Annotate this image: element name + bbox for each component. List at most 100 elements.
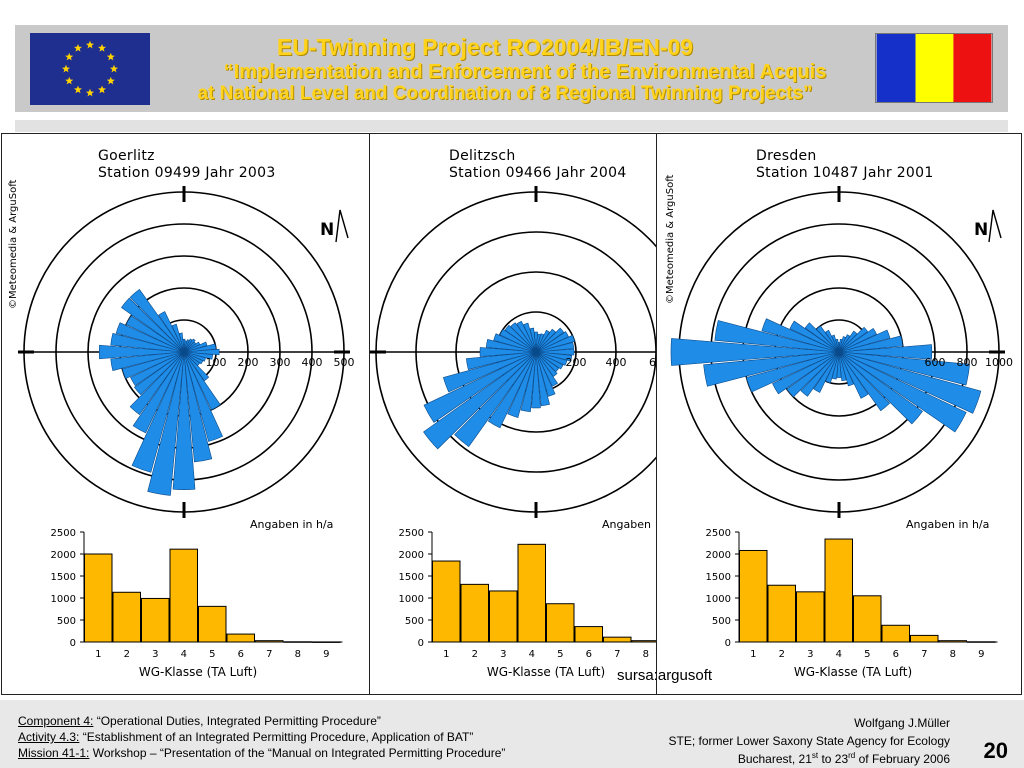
hist-bar [546,603,575,643]
hist-bar [141,597,170,643]
rose-bar [838,335,904,353]
hist-bar [938,640,967,643]
eu-star-icon [86,88,94,97]
footer-affiliation: STE; former Lower Saxony State Agency fo… [668,734,950,748]
rose-bar [132,351,185,434]
rose-bar [507,351,537,418]
eu-star-icon [65,76,74,85]
hist-x-tick-label: 6 [238,649,244,660]
footer-mission: Mission 41-1: Workshop – “Presentation o… [18,746,505,760]
hist-y-tick-label: 1500 [399,572,424,583]
rose-tick-label: 400 [302,356,323,369]
rose-bar [813,351,840,393]
hist-y-tick-label: 2000 [51,550,76,561]
rose-tick-label: 400 [606,356,627,369]
station-name: Goerlitz [98,148,155,164]
rose-bar [121,351,185,379]
rose-bar [535,351,564,370]
panel-delitzsch: Delitzsch Station 09466 Jahr 2004 200 400… [370,134,657,694]
hist-x-axis-label: WG-Klasse (TA Luft) [794,665,912,679]
hist-x-tick-label: 8 [295,649,301,660]
rose-tick-label: 200 [238,356,259,369]
rose-bars [98,288,223,496]
hist-bar [312,641,341,643]
rose-bar [535,351,558,377]
rose-bar [504,324,537,353]
hist-x-tick-label: 6 [893,649,899,660]
rose-tick-label: 600 [925,356,946,369]
hist-x-tick-label: 7 [266,649,272,660]
hist-y-tick-label: 0 [725,638,731,649]
hist-bar [283,641,312,643]
rose-tick-label: 300 [270,356,291,369]
rose-bar [183,338,196,353]
wind-rose-chart: 600 800 1000 [670,186,1013,518]
rose-bar [838,351,970,386]
eu-star-icon [74,44,82,52]
rose-bar [535,342,575,353]
rose-bar [131,351,185,473]
rose-bar [133,351,185,396]
hist-y-tick-label: 1500 [706,572,731,583]
hist-bars [739,538,996,643]
hist-x-tick-label: 4 [836,649,842,660]
hist-y-tick-label: 500 [57,616,76,627]
footer-activity-label: Activity 4.3: [18,730,80,744]
station-info: Station 10487 Jahr 2001 [756,165,934,181]
footer-component-label: Component 4: [18,714,94,728]
rose-bar [510,322,537,353]
rose-tick-label: 500 [334,356,355,369]
rose-bar [98,344,185,360]
station-name: Delitzsch [449,148,516,164]
rose-bar [516,320,537,353]
wind-rose-chart: 200 400 60 [370,186,656,518]
hist-y-tick-label: 1000 [706,594,731,605]
hist-bar [489,590,518,643]
rose-bar [423,351,537,423]
footer-activity: Activity 4.3: “Establishment of an Integ… [18,730,473,744]
rose-bar [523,322,537,353]
hist-bar [255,640,284,643]
wind-speed-histogram: 0 500 1000 1500 2000 2500 1 2 3 4 5 6 7 8 9 WG-Klasse (… [706,528,998,679]
rose-bar [183,351,213,463]
rose-bar [824,329,840,353]
hist-x-tick-label: 1 [443,649,449,660]
rose-bar [535,351,559,387]
rose-bar [535,351,550,407]
hist-y-tick-label: 1500 [51,572,76,583]
header-subtitle-line1: “Implementation and Enforcement of the E… [223,61,827,83]
wind-speed-histogram: 0 500 1000 1500 2000 2500 1 2 3 4 5 6 7 8 9 WG-Klasse (… [51,528,343,679]
station-info: Station 09466 Jahr 2004 [449,165,627,181]
rose-bar [535,329,551,353]
hist-x-tick-label: 2 [124,649,130,660]
rose-bar [479,347,537,357]
rose-bar [838,351,855,387]
rose-bar [130,351,185,387]
hist-bar [967,641,996,643]
rose-tick-label: 800 [957,356,978,369]
eu-star-icon [106,76,115,85]
footer-mission-text: Workshop – “Presentation of the “Manual … [89,746,506,760]
romania-flag-icon [875,33,993,103]
rose-bar [172,351,196,490]
eu-star-icon [106,52,115,61]
rose-bars [670,318,982,433]
rose-bar [535,334,575,353]
hist-x-axis-label: WG-Klasse (TA Luft) [487,665,605,679]
eu-star-icon [74,85,82,94]
rose-bar [838,329,891,353]
rose-bar [183,341,208,353]
rose-bar [789,320,840,353]
rose-bar [714,320,840,353]
rose-bar [183,351,210,382]
rose-bar [129,288,185,353]
hist-x-tick-label: 9 [978,649,984,660]
footer-mission-label: Mission 41-1: [18,746,90,760]
rose-bar [800,351,840,397]
hist-bar [824,538,853,643]
hist-y-tick-label: 2000 [706,550,731,561]
rose-bar [838,351,869,399]
footer-date: Bucharest, 21st to 23rd of February 2006 [737,751,950,766]
rose-bar [115,322,185,353]
rose-bar [183,348,220,356]
